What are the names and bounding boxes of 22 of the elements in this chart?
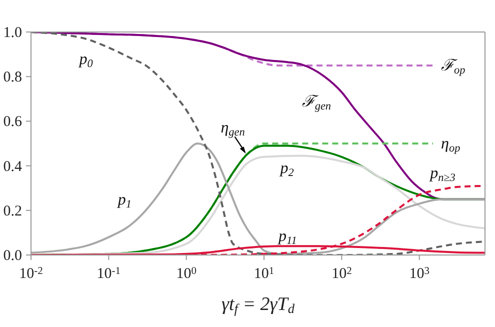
series-label: p$_{2}$ <box>279 160 294 179</box>
y-tick-label: 0.0 <box>3 248 22 264</box>
series-label: p$_{0}$ <box>78 50 94 70</box>
y-tick-label: 1.0 <box>3 25 22 41</box>
series-label: ℱ$_{op}$ <box>441 57 466 76</box>
x-tick-label: 10$^{2}$ <box>332 266 352 282</box>
series-label: p$_{n≥3}$ <box>429 165 456 184</box>
series-label: p$_{11}$ <box>278 228 297 247</box>
y-tick-label: 0.6 <box>3 114 22 130</box>
x-axis-title: γt$_{f}$ = 2γT$_{d}$ <box>222 294 295 316</box>
x-tick-label: 10$^{0}$ <box>176 266 196 282</box>
series-label: ℱ$_{gen}$ <box>302 94 332 112</box>
y-tick-label: 0.8 <box>3 70 22 86</box>
x-tick-label: 10$^{-2}$ <box>19 266 43 282</box>
x-tick-label: 10$^{3}$ <box>409 266 430 282</box>
series-label: η$_{op}$ <box>441 136 461 154</box>
y-tick-label: 0.2 <box>3 203 22 220</box>
series-label: η$_{gen}$ <box>220 120 246 138</box>
y-tick-label: 0.4 <box>3 158 22 175</box>
series-label: p$_{1}$ <box>116 191 132 210</box>
x-tick-label: 10$^{-1}$ <box>96 266 121 282</box>
x-tick-label: 10$^{1}$ <box>254 266 274 282</box>
